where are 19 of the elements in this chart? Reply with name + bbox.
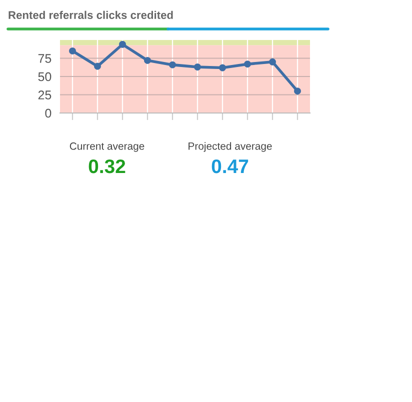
text: Current average (70, 142, 144, 152)
point (219, 64, 226, 72)
y-tick-label: 75 (38, 54, 52, 63)
point (144, 56, 151, 64)
point (294, 88, 301, 95)
text: Projected average (188, 142, 272, 152)
point (169, 61, 176, 68)
point (94, 62, 101, 70)
point (269, 58, 276, 66)
text: 0.32 (88, 159, 126, 174)
point (69, 47, 76, 54)
y-tick-label: 50 (38, 72, 52, 82)
point (119, 40, 126, 48)
y-tick-label: 25 (38, 90, 52, 100)
y-tick-label: 0 (45, 108, 52, 118)
point (194, 64, 201, 70)
text: 0.47 (212, 159, 248, 174)
chart-title: Rented referrals clicks credited (8, 10, 173, 19)
point (244, 60, 251, 68)
